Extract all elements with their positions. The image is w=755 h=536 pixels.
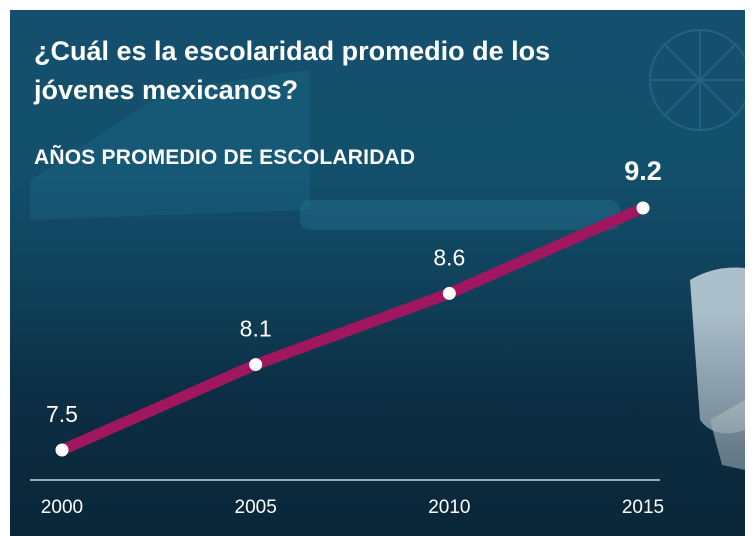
chart-title: ¿Cuál es la escolaridad promedio de los … xyxy=(34,36,551,105)
series-line xyxy=(56,202,649,456)
data-point xyxy=(55,443,69,457)
data-label: 8.1 xyxy=(240,316,272,342)
x-tick-label: 2000 xyxy=(41,497,83,518)
infographic-card: ¿Cuál es la escolaridad promedio de los … xyxy=(10,10,745,536)
data-label: 9.2 xyxy=(624,156,662,186)
data-label: 7.5 xyxy=(46,401,78,427)
data-label: 8.6 xyxy=(433,244,465,270)
data-point xyxy=(636,201,650,215)
x-tick-label: 2015 xyxy=(622,497,664,518)
x-tick-label: 2010 xyxy=(428,497,470,518)
x-tick-label: 2005 xyxy=(235,497,277,518)
chart-subtitle: AÑOS PROMEDIO DE ESCOLARIDAD xyxy=(34,146,416,169)
data-point xyxy=(249,358,263,372)
data-point xyxy=(442,286,456,300)
line-chart: 7.5 2000 8.1 2005 8.6 2010 9.2 2015 xyxy=(30,156,664,518)
